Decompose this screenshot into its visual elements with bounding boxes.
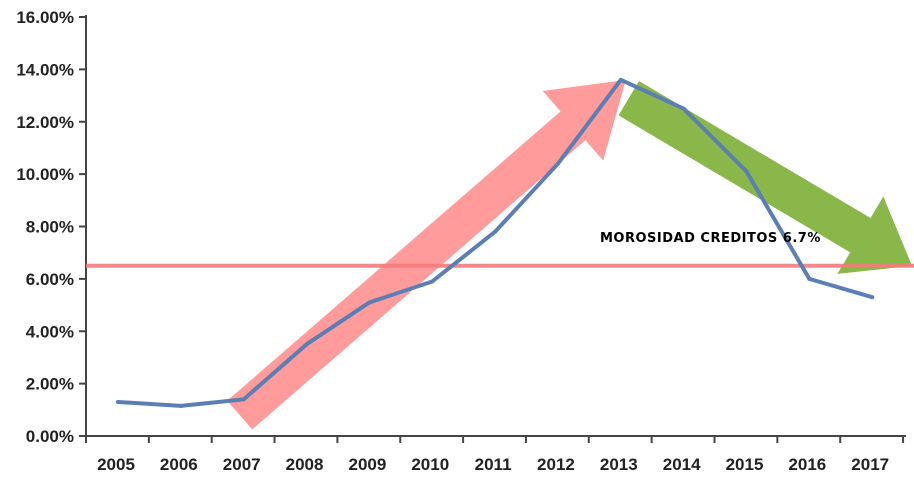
x-tick-label: 2016 (788, 455, 826, 474)
data-point (430, 279, 435, 284)
y-tick-label: 6.00% (26, 270, 74, 289)
data-point (681, 106, 686, 111)
x-tick-label: 2013 (600, 455, 638, 474)
x-tick-label: 2015 (726, 455, 764, 474)
x-tick-label: 2008 (286, 455, 324, 474)
data-point (241, 397, 246, 402)
data-point (870, 295, 875, 300)
y-tick-label: 12.00% (16, 113, 74, 132)
data-point (555, 161, 560, 166)
y-tick-label: 8.00% (26, 218, 74, 237)
series-group (116, 77, 875, 408)
x-tick-label: 2014 (663, 455, 701, 474)
trend-arrow-up (227, 79, 626, 430)
trend-arrow-down (618, 81, 912, 274)
y-tick-label: 16.00% (16, 8, 74, 27)
x-tick-label: 2010 (411, 455, 449, 474)
annotation-group: MOROSIDAD CREDITOS 6.7% (600, 231, 821, 246)
data-point (116, 399, 120, 404)
x-tick-label: 2007 (223, 455, 261, 474)
y-axis: 0.00% 2.00% 4.00% 6.00% 8.00% 10.00% 12.00% 14.… (16, 8, 87, 446)
y-tick-label: 4.00% (26, 322, 74, 341)
trend-arrows (227, 79, 912, 430)
y-tick-label: 2.00% (26, 375, 74, 394)
y-tick-label: 10.00% (16, 165, 74, 184)
data-point (618, 77, 623, 82)
data-point (178, 403, 183, 408)
annotation-label: MOROSIDAD CREDITOS 6.7% (600, 231, 821, 246)
x-tick-label: 2005 (97, 455, 135, 474)
x-tick-label: 2017 (851, 455, 889, 474)
data-point (367, 300, 372, 305)
data-point (744, 169, 749, 174)
x-tick-label: 2006 (160, 455, 198, 474)
data-point (493, 229, 498, 234)
data-point (807, 276, 812, 281)
x-tick-label: 2012 (537, 455, 575, 474)
x-tick-label: 2011 (475, 455, 512, 474)
y-tick-label: 0.00% (26, 427, 74, 446)
x-axis: 2005 2006 2007 2008 2009 2010 2011 2012 2013 2014… (85, 435, 906, 474)
data-point (304, 342, 309, 347)
x-tick-label: 2009 (348, 455, 386, 474)
y-tick-label: 14.00% (16, 60, 74, 79)
